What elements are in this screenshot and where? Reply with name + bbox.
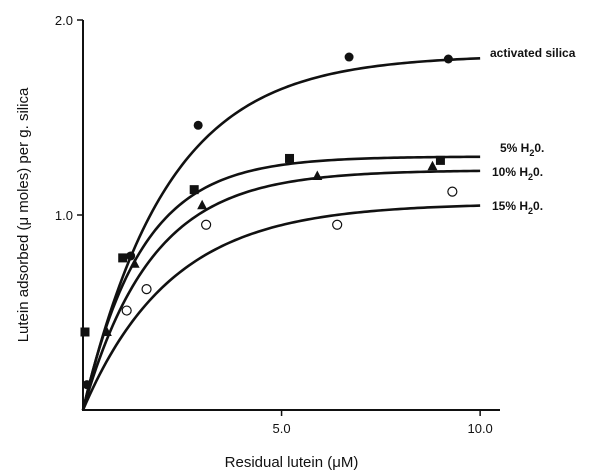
series-label-part: 0.: [533, 199, 543, 213]
series-label-part: 2: [529, 148, 534, 158]
data-point: [344, 52, 354, 62]
data-point: [332, 219, 343, 230]
y-tick-label: 2.0: [55, 13, 73, 28]
fit-curve: [81, 169, 481, 411]
fit-curve: [81, 57, 481, 411]
fit-curves: [81, 57, 481, 411]
data-point: [312, 170, 323, 180]
data-point: [435, 155, 445, 165]
x-tick-label: 10.0: [467, 421, 492, 436]
data-point: [443, 54, 453, 64]
data-point: [447, 186, 458, 197]
series-label-part: 15% H: [492, 199, 528, 213]
data-point: [427, 160, 438, 171]
data-point: [197, 199, 208, 210]
data-point: [101, 326, 112, 336]
series-label-part: 2: [528, 172, 533, 182]
fit-curve: [81, 204, 481, 411]
axes: 5.0 10.0 1.0 2.0: [55, 13, 500, 436]
series-label: 15% H20.: [492, 199, 543, 216]
series-label-part: 0.: [533, 165, 543, 179]
series-label-part: 10% H: [492, 165, 528, 179]
data-markers: [80, 52, 458, 390]
x-axis-label: Residual lutein (μM): [225, 454, 359, 471]
data-point: [201, 219, 212, 230]
data-point: [121, 305, 132, 316]
x-tick-label: 5.0: [273, 421, 291, 436]
data-point: [82, 380, 92, 390]
series-label: activated silica: [490, 46, 576, 60]
y-axis-label: Lutein adsorbed (μ moles) per g. silica: [15, 87, 32, 342]
axis-lines: [82, 20, 500, 411]
series-label: 10% H20.: [492, 165, 543, 182]
series-label-part: 2: [528, 206, 533, 216]
data-point: [285, 153, 295, 163]
data-point: [118, 253, 128, 263]
data-point: [80, 327, 90, 337]
data-point: [193, 120, 203, 130]
data-point: [141, 284, 152, 295]
series-label-part: 5% H: [500, 141, 529, 155]
data-point: [129, 258, 140, 268]
series-label-part: 0.: [534, 141, 544, 155]
y-tick-label: 1.0: [55, 208, 73, 223]
series-label: 5% H20.: [500, 141, 544, 158]
fit-curve: [81, 155, 481, 411]
data-point: [189, 185, 199, 195]
data-point: [126, 251, 136, 261]
series-label-part: activated silica: [490, 46, 576, 60]
